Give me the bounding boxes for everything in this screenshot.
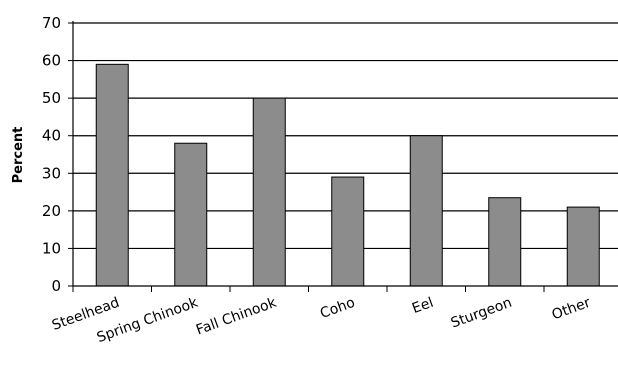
x-category-label: Fall Chinook [194, 294, 279, 338]
bar-spring-chinook [174, 142, 208, 287]
y-axis-title: Percent [11, 127, 26, 184]
x-category-label: Coho [318, 295, 357, 322]
x-category-label: Other [550, 295, 593, 324]
y-tick-label: 70 [42, 14, 61, 32]
y-tick-label: 40 [42, 127, 61, 145]
y-tick-label: 0 [51, 277, 61, 295]
bar-eel [409, 135, 443, 287]
bar-coho [331, 176, 365, 287]
bar-fall-chinook [252, 97, 286, 287]
y-tick-labels: 0 10 20 30 40 50 60 70 [42, 14, 61, 295]
y-tick-label: 20 [42, 202, 61, 220]
bar-sturgeon [488, 197, 522, 287]
bar-steelhead [95, 63, 129, 287]
x-category-label: Eel [410, 295, 436, 317]
y-tick-label: 10 [42, 239, 61, 257]
x-category-label: Sturgeon [449, 295, 514, 332]
gridlines [73, 22, 618, 250]
y-tick-label: 50 [42, 89, 61, 107]
bars [95, 63, 600, 287]
axes [68, 21, 618, 292]
y-tick-label: 30 [42, 164, 61, 182]
bar-other [566, 206, 600, 287]
y-tick-label: 60 [42, 52, 61, 70]
